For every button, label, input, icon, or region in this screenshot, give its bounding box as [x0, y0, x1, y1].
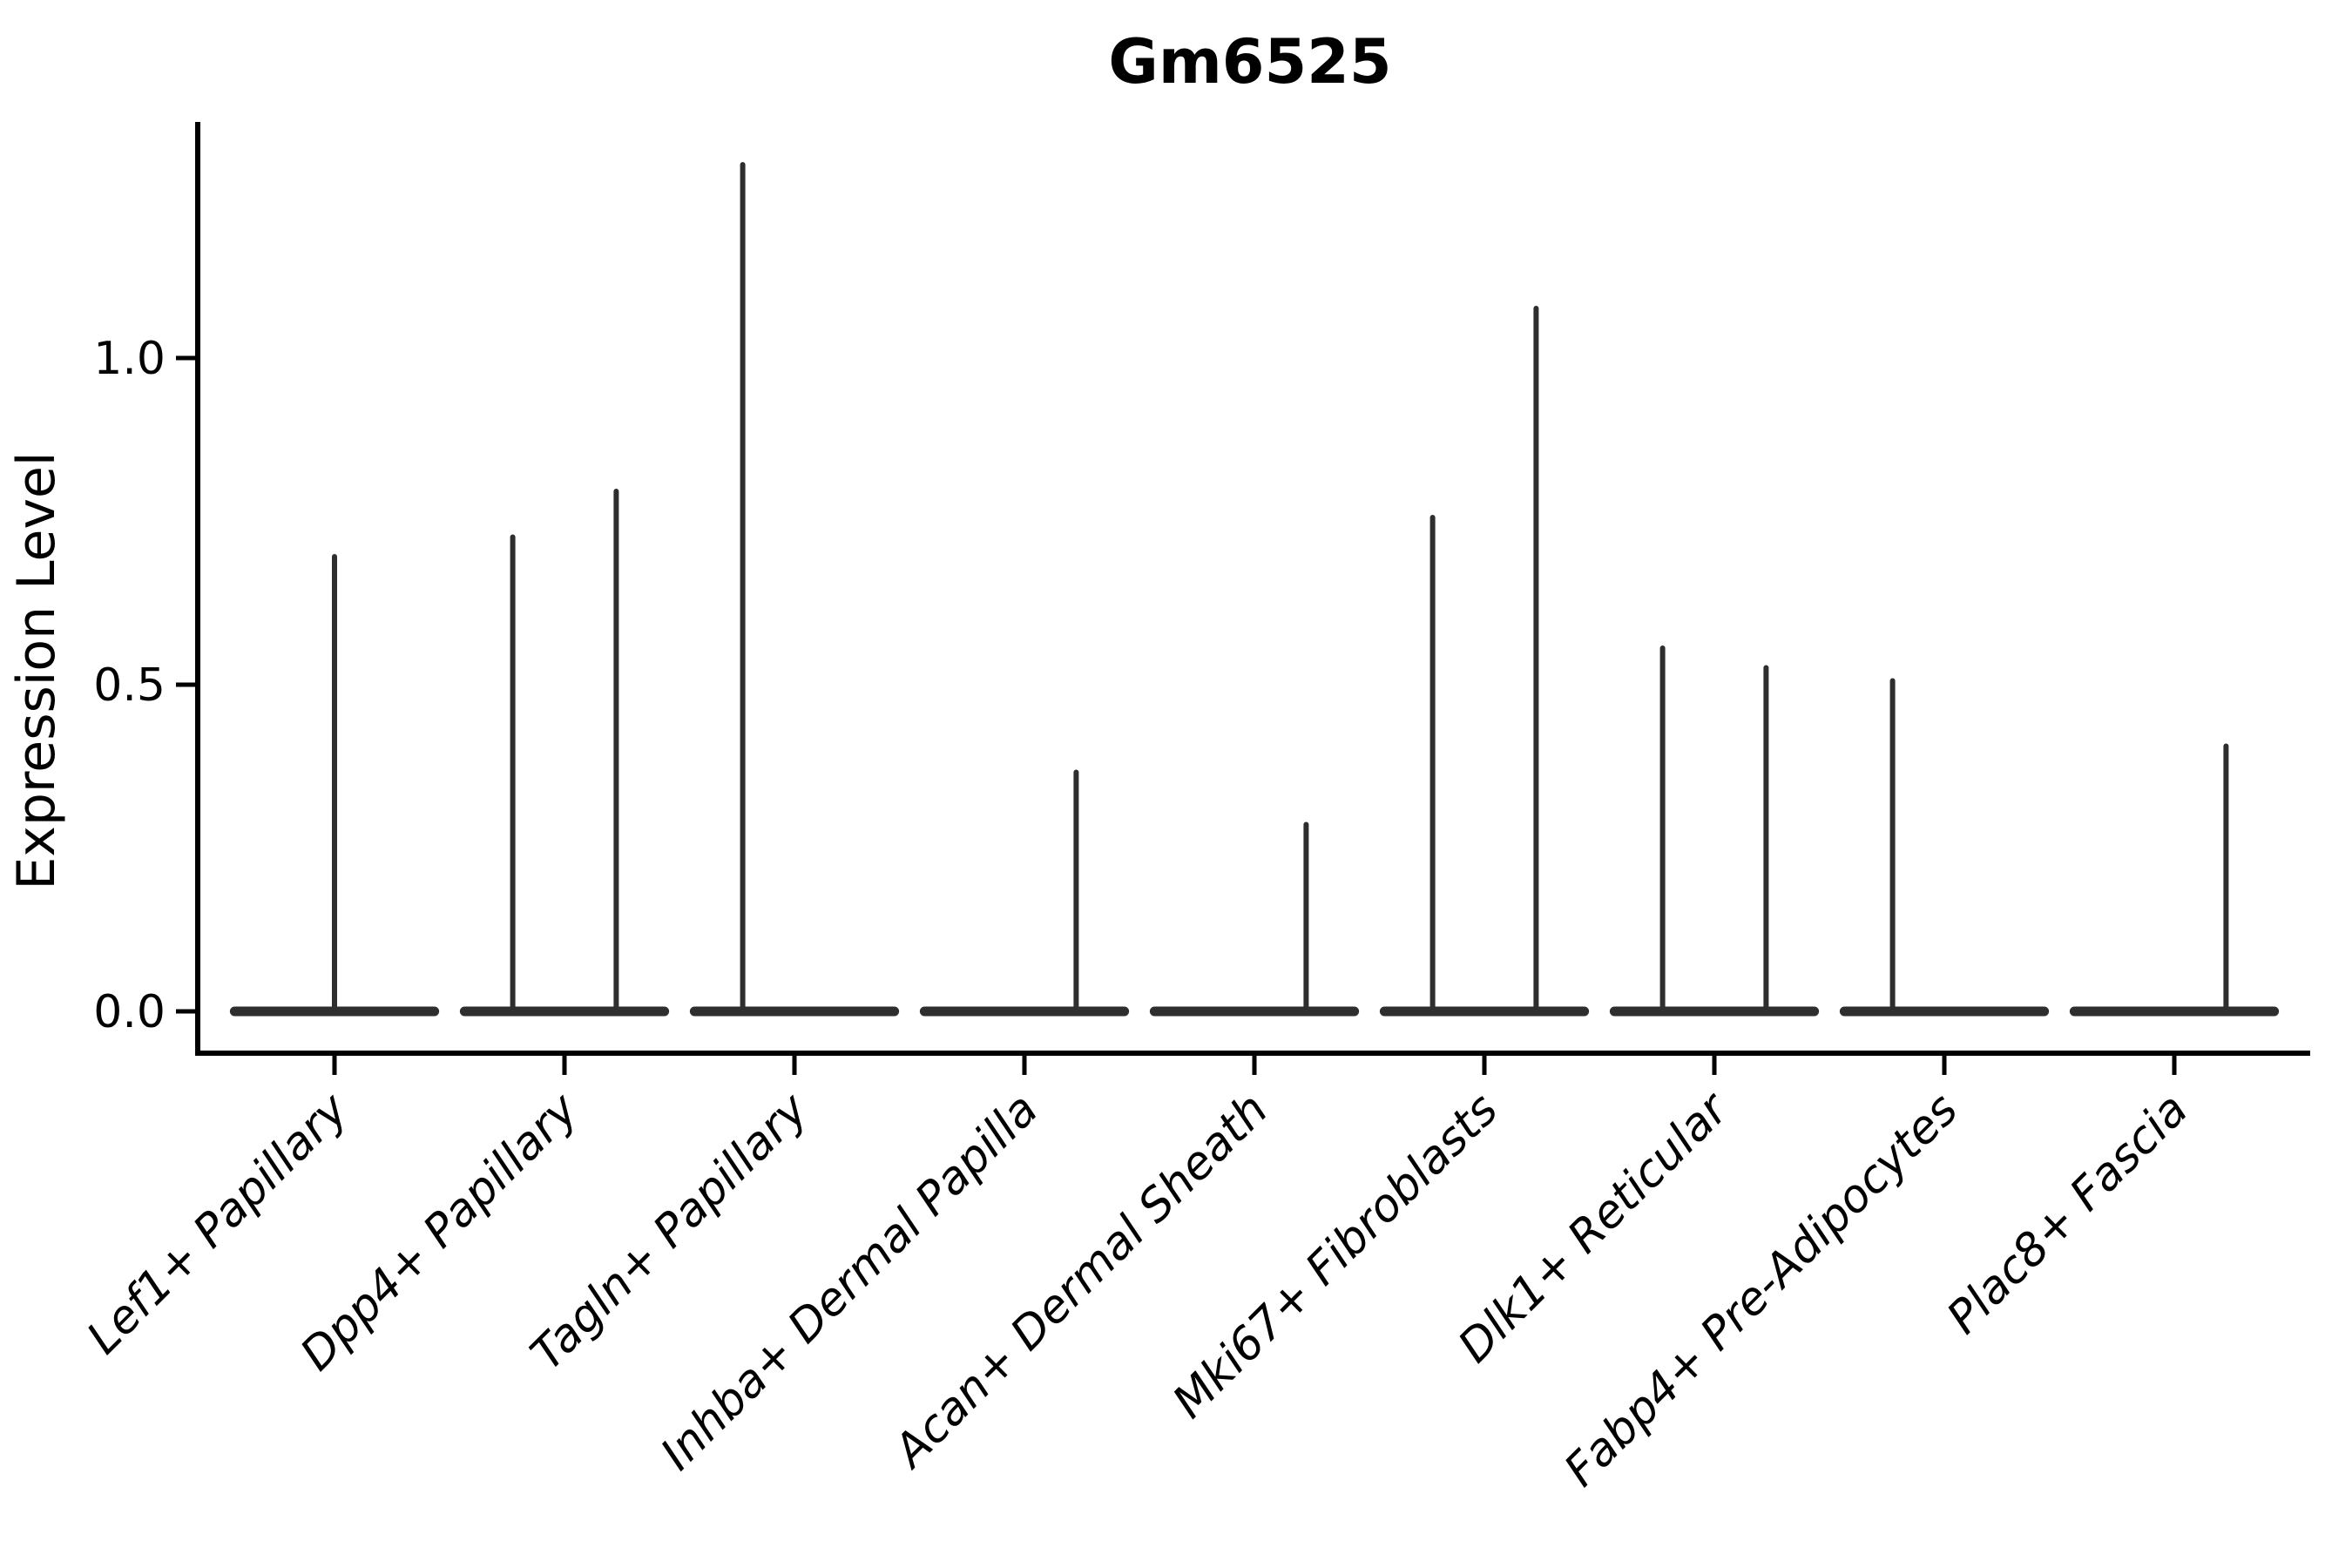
y-tick-label: 0.5 — [93, 659, 166, 712]
x-tick-label: Inhba+ Dermal Papilla — [651, 1084, 1048, 1481]
chart-title: Gm6525 — [1108, 26, 1391, 98]
x-tick-label: Acan+ Dermal Sheath — [882, 1084, 1278, 1479]
y-axis-label: Expression Level — [6, 451, 67, 889]
x-tick-label: Fabp4+ Pre-Adipocytes — [1555, 1084, 1969, 1497]
x-tick-label: Plac8+ Fascia — [1937, 1084, 2198, 1344]
y-tick-label: 1.0 — [93, 333, 166, 385]
y-tick-label: 0.0 — [93, 986, 166, 1038]
